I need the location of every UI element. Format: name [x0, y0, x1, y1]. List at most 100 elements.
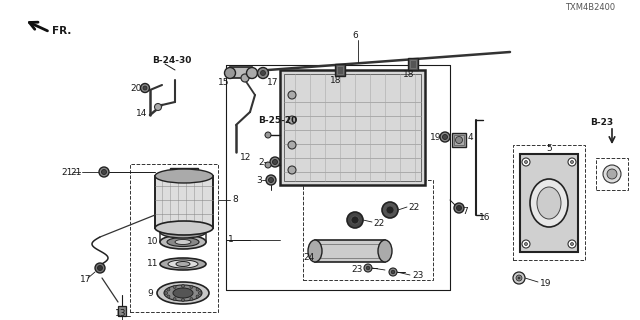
Circle shape — [386, 206, 394, 214]
Circle shape — [382, 202, 398, 218]
Text: 9: 9 — [147, 289, 153, 298]
Text: 3: 3 — [256, 175, 262, 185]
Text: 6: 6 — [352, 30, 358, 39]
Text: FR.: FR. — [52, 26, 72, 36]
Circle shape — [190, 298, 193, 300]
Circle shape — [454, 203, 464, 213]
Bar — [513, 145, 585, 260]
Circle shape — [99, 167, 109, 177]
Text: 1: 1 — [228, 236, 234, 244]
Ellipse shape — [168, 260, 198, 268]
Circle shape — [513, 272, 525, 284]
Circle shape — [570, 161, 573, 164]
Bar — [303, 180, 433, 280]
Text: 18: 18 — [403, 69, 415, 78]
Circle shape — [391, 270, 395, 274]
Text: 11: 11 — [147, 260, 159, 268]
Ellipse shape — [160, 258, 206, 270]
Circle shape — [525, 161, 527, 164]
Circle shape — [167, 295, 170, 298]
Bar — [410, 60, 416, 68]
Ellipse shape — [308, 240, 322, 262]
Bar — [284, 74, 421, 181]
Circle shape — [288, 141, 296, 149]
Text: 22: 22 — [408, 203, 419, 212]
Text: 5: 5 — [546, 143, 552, 153]
Circle shape — [366, 266, 370, 270]
Circle shape — [288, 116, 296, 124]
Ellipse shape — [167, 237, 199, 246]
Circle shape — [389, 268, 397, 276]
Text: B-24-30: B-24-30 — [152, 55, 191, 65]
Ellipse shape — [378, 240, 392, 262]
Bar — [118, 306, 126, 316]
Circle shape — [164, 292, 168, 294]
Ellipse shape — [155, 169, 213, 183]
Text: 8: 8 — [232, 196, 237, 204]
Text: 23: 23 — [351, 266, 363, 275]
Bar — [318, 244, 380, 258]
Circle shape — [257, 68, 269, 78]
Circle shape — [182, 299, 184, 301]
Ellipse shape — [225, 68, 236, 78]
Circle shape — [102, 170, 106, 174]
Circle shape — [568, 158, 576, 166]
Ellipse shape — [537, 187, 561, 219]
Ellipse shape — [160, 235, 206, 249]
Circle shape — [97, 266, 102, 270]
Text: 15: 15 — [218, 77, 230, 86]
Circle shape — [269, 178, 273, 182]
Bar — [520, 154, 578, 252]
Circle shape — [442, 134, 447, 140]
Text: 21—: 21— — [61, 167, 82, 177]
Circle shape — [154, 103, 161, 110]
Text: 18: 18 — [330, 76, 342, 84]
Text: 12: 12 — [240, 153, 252, 162]
Circle shape — [270, 157, 280, 167]
Circle shape — [182, 284, 184, 287]
Ellipse shape — [173, 288, 193, 298]
Circle shape — [522, 240, 530, 248]
Circle shape — [266, 175, 276, 185]
Circle shape — [265, 162, 271, 168]
Text: TXM4B2400: TXM4B2400 — [565, 3, 615, 12]
Text: 20: 20 — [130, 84, 141, 92]
Circle shape — [190, 285, 193, 288]
Circle shape — [260, 70, 266, 76]
Circle shape — [198, 292, 202, 294]
Circle shape — [241, 74, 249, 82]
Circle shape — [196, 288, 199, 291]
Bar — [130, 164, 218, 312]
Text: 16: 16 — [479, 212, 490, 221]
Bar — [454, 135, 464, 145]
Circle shape — [364, 264, 372, 272]
Circle shape — [288, 166, 296, 174]
Circle shape — [173, 298, 176, 300]
Text: B-23: B-23 — [590, 117, 613, 126]
Ellipse shape — [164, 285, 202, 301]
Bar — [337, 66, 343, 74]
Circle shape — [516, 275, 522, 281]
Circle shape — [525, 243, 527, 245]
Text: 13: 13 — [115, 309, 127, 318]
Bar — [230, 67, 252, 78]
Ellipse shape — [176, 261, 190, 267]
Bar — [170, 168, 198, 176]
Text: B-25-20: B-25-20 — [258, 116, 297, 124]
Circle shape — [196, 295, 199, 298]
Circle shape — [607, 169, 617, 179]
Circle shape — [167, 288, 170, 291]
Bar — [335, 64, 345, 76]
Circle shape — [143, 86, 147, 90]
Ellipse shape — [530, 179, 568, 227]
Text: 10: 10 — [147, 237, 159, 246]
Bar — [280, 70, 425, 185]
Bar — [408, 58, 418, 70]
Circle shape — [522, 158, 530, 166]
Text: 24: 24 — [303, 253, 314, 262]
Circle shape — [265, 132, 271, 138]
Circle shape — [456, 137, 463, 143]
Circle shape — [95, 263, 105, 273]
Text: 19: 19 — [540, 278, 552, 287]
Circle shape — [603, 165, 621, 183]
